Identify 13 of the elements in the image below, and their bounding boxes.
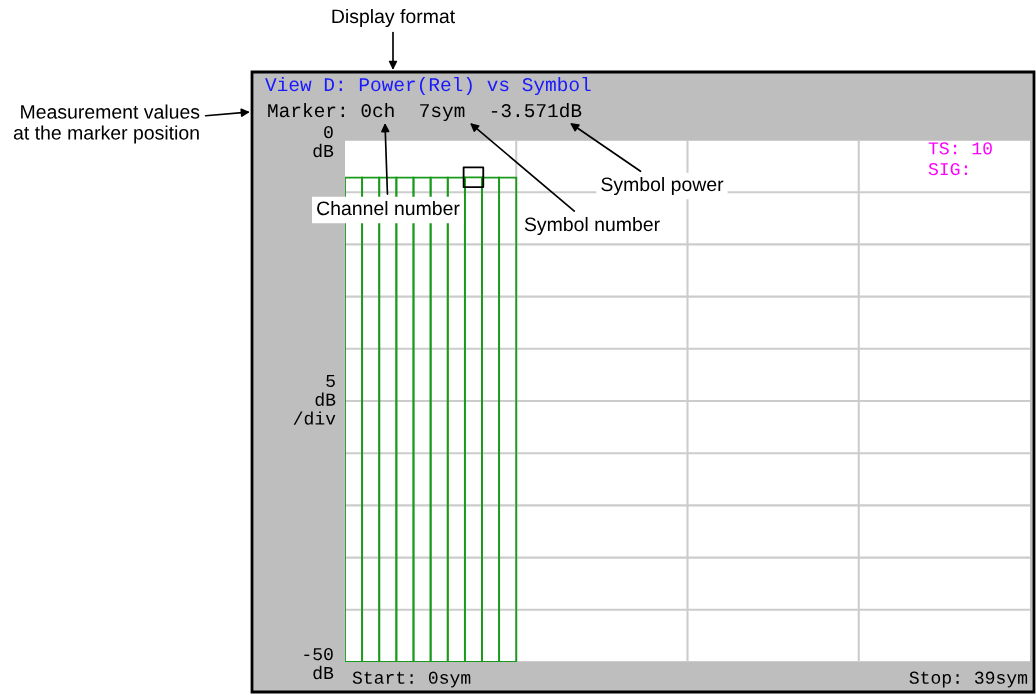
annotation: Symbol power — [601, 176, 724, 196]
y-tick-label: 0 dB — [313, 126, 334, 158]
annotation: TS: 10 SIG: — [928, 142, 992, 176]
annotation: Symbol number — [524, 216, 660, 236]
text: Display format — [332, 8, 455, 28]
text: Marker: 0ch 7sym -3.571dB — [268, 102, 582, 122]
y-tick-label: -50 dB — [304, 648, 334, 680]
chart-title: View D: Power(Rel) vs Symbol — [265, 76, 591, 96]
text: Start: 0sym — [352, 671, 471, 688]
annotation: Channel number — [317, 200, 460, 216]
y-axis-title: 5 dB /div — [293, 374, 336, 425]
text: Measurement values at the marker position — [13, 104, 200, 144]
text: Stop: 39sym — [909, 671, 1028, 688]
